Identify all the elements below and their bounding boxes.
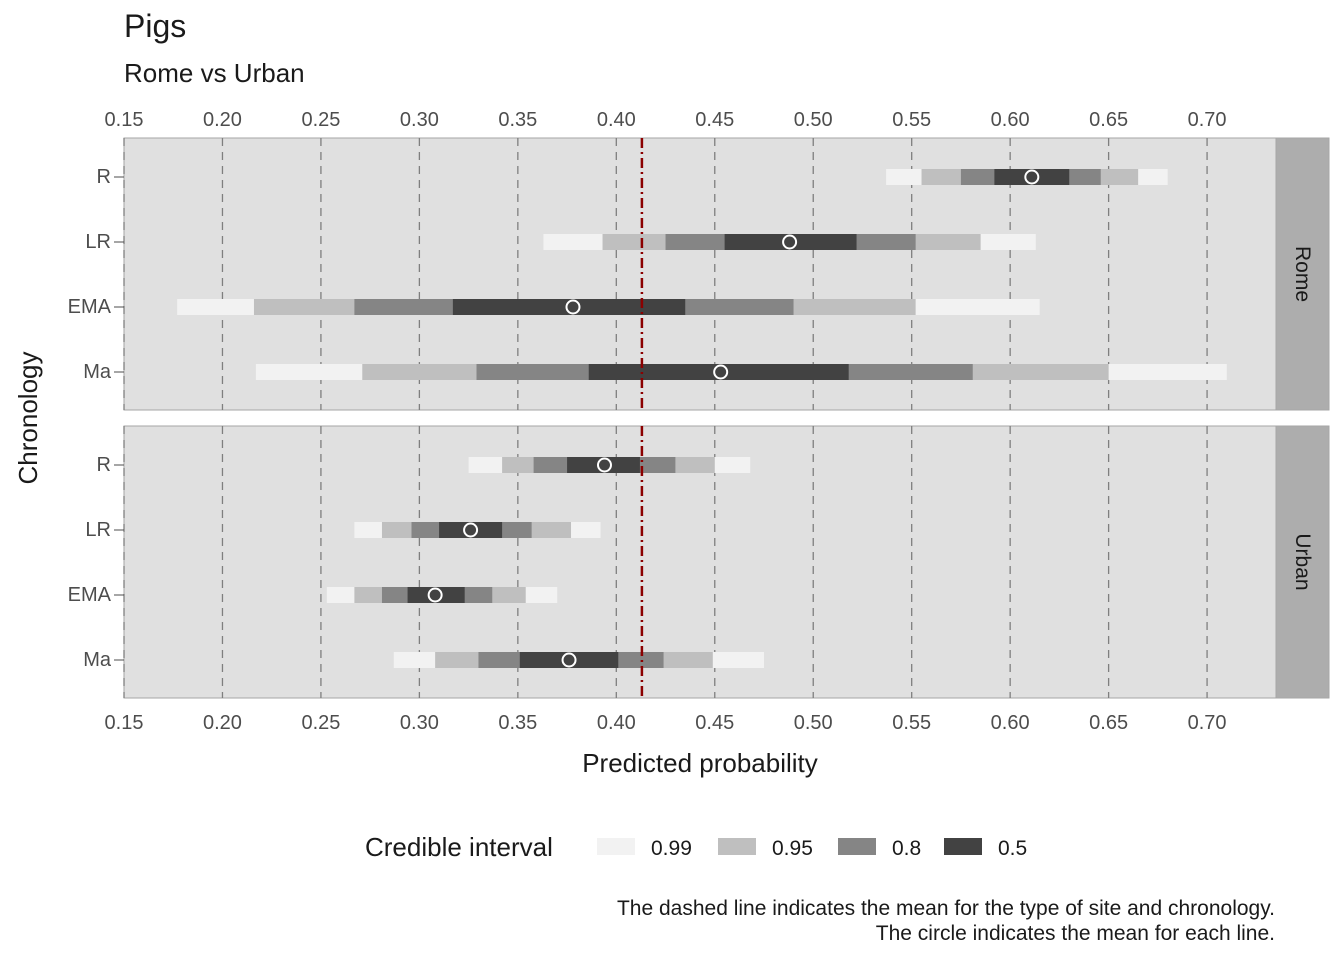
mean-point — [713, 364, 729, 380]
y-axis-title: Chronology — [13, 352, 43, 485]
x-tick-label-top: 0.40 — [597, 109, 636, 131]
x-tick-label-top: 0.45 — [695, 109, 734, 131]
y-tick-label: EMA — [68, 584, 112, 606]
y-tick-label: Ma — [83, 649, 112, 671]
chart-title: Pigs — [124, 8, 187, 44]
caption-line-1: The dashed line indicates the mean for t… — [616, 897, 1275, 920]
mean-point — [565, 299, 581, 315]
facet-strip — [1275, 425, 1330, 699]
x-tick-label-bottom: 0.55 — [892, 712, 931, 734]
legend-label: 0.99 — [651, 837, 692, 860]
x-tick-label-bottom: 0.25 — [301, 712, 340, 734]
y-tick-label: R — [97, 166, 111, 188]
mean-point — [596, 457, 612, 473]
y-tick-label: LR — [85, 231, 111, 253]
x-tick-label-top: 0.35 — [498, 109, 537, 131]
x-tick-label-top: 0.55 — [892, 109, 931, 131]
x-tick-label-top: 0.25 — [301, 109, 340, 131]
x-tick-label-bottom: 0.20 — [203, 712, 242, 734]
chart-caption: The dashed line indicates the mean for t… — [617, 896, 1275, 946]
interval-bar-ci50 — [439, 522, 503, 538]
x-tick-label-top: 0.65 — [1089, 109, 1128, 131]
legend-swatch — [838, 838, 876, 855]
x-tick-label-bottom: 0.40 — [597, 712, 636, 734]
x-tick-label-bottom: 0.45 — [695, 712, 734, 734]
x-tick-label-top: 0.20 — [203, 109, 242, 131]
legend-swatch — [597, 838, 635, 855]
facet-strip-label: Rome — [1291, 246, 1314, 302]
interval-bar-ci50 — [994, 169, 1070, 185]
mean-point — [463, 522, 479, 538]
mean-point — [427, 587, 443, 603]
facet-strip — [1275, 137, 1330, 411]
x-tick-label-top: 0.70 — [1188, 109, 1227, 131]
interval-bar-ci50 — [407, 587, 465, 603]
legend-label: 0.8 — [892, 837, 921, 860]
x-tick-label-bottom: 0.60 — [991, 712, 1030, 734]
y-tick-label: Ma — [83, 361, 112, 383]
y-tick-label: EMA — [68, 296, 112, 318]
x-axis-title: Predicted probability — [582, 748, 818, 778]
mean-point — [782, 234, 798, 250]
legend-swatch — [718, 838, 756, 855]
legend-label: 0.95 — [772, 837, 813, 860]
interval-bar-ci50 — [567, 457, 640, 473]
x-tick-label-bottom: 0.70 — [1188, 712, 1227, 734]
x-tick-label-bottom: 0.35 — [498, 712, 537, 734]
facet-strip-label: Urban — [1291, 533, 1314, 590]
interval-bar-ci50 — [588, 364, 849, 380]
interval-bar-ci50 — [519, 652, 619, 668]
interval-bar-ci50 — [724, 234, 857, 250]
x-tick-label-top: 0.15 — [105, 109, 144, 131]
mean-point — [561, 652, 577, 668]
legend-title: Credible interval — [365, 832, 553, 862]
y-tick-label: LR — [85, 519, 111, 541]
x-tick-label-bottom: 0.65 — [1089, 712, 1128, 734]
x-tick-label-top: 0.60 — [991, 109, 1030, 131]
caption-line-2: The circle indicates the mean for each l… — [875, 922, 1275, 945]
x-tick-label-top: 0.30 — [400, 109, 439, 131]
mean-point — [1024, 169, 1040, 185]
x-tick-label-bottom: 0.50 — [794, 712, 833, 734]
x-tick-label-top: 0.50 — [794, 109, 833, 131]
chart-subtitle: Rome vs Urban — [124, 58, 305, 88]
interval-bar-ci50 — [452, 299, 686, 315]
legend-swatch — [944, 838, 982, 855]
y-tick-label: R — [97, 454, 111, 476]
x-tick-label-bottom: 0.30 — [400, 712, 439, 734]
x-tick-label-bottom: 0.15 — [105, 712, 144, 734]
legend-label: 0.5 — [998, 837, 1027, 860]
